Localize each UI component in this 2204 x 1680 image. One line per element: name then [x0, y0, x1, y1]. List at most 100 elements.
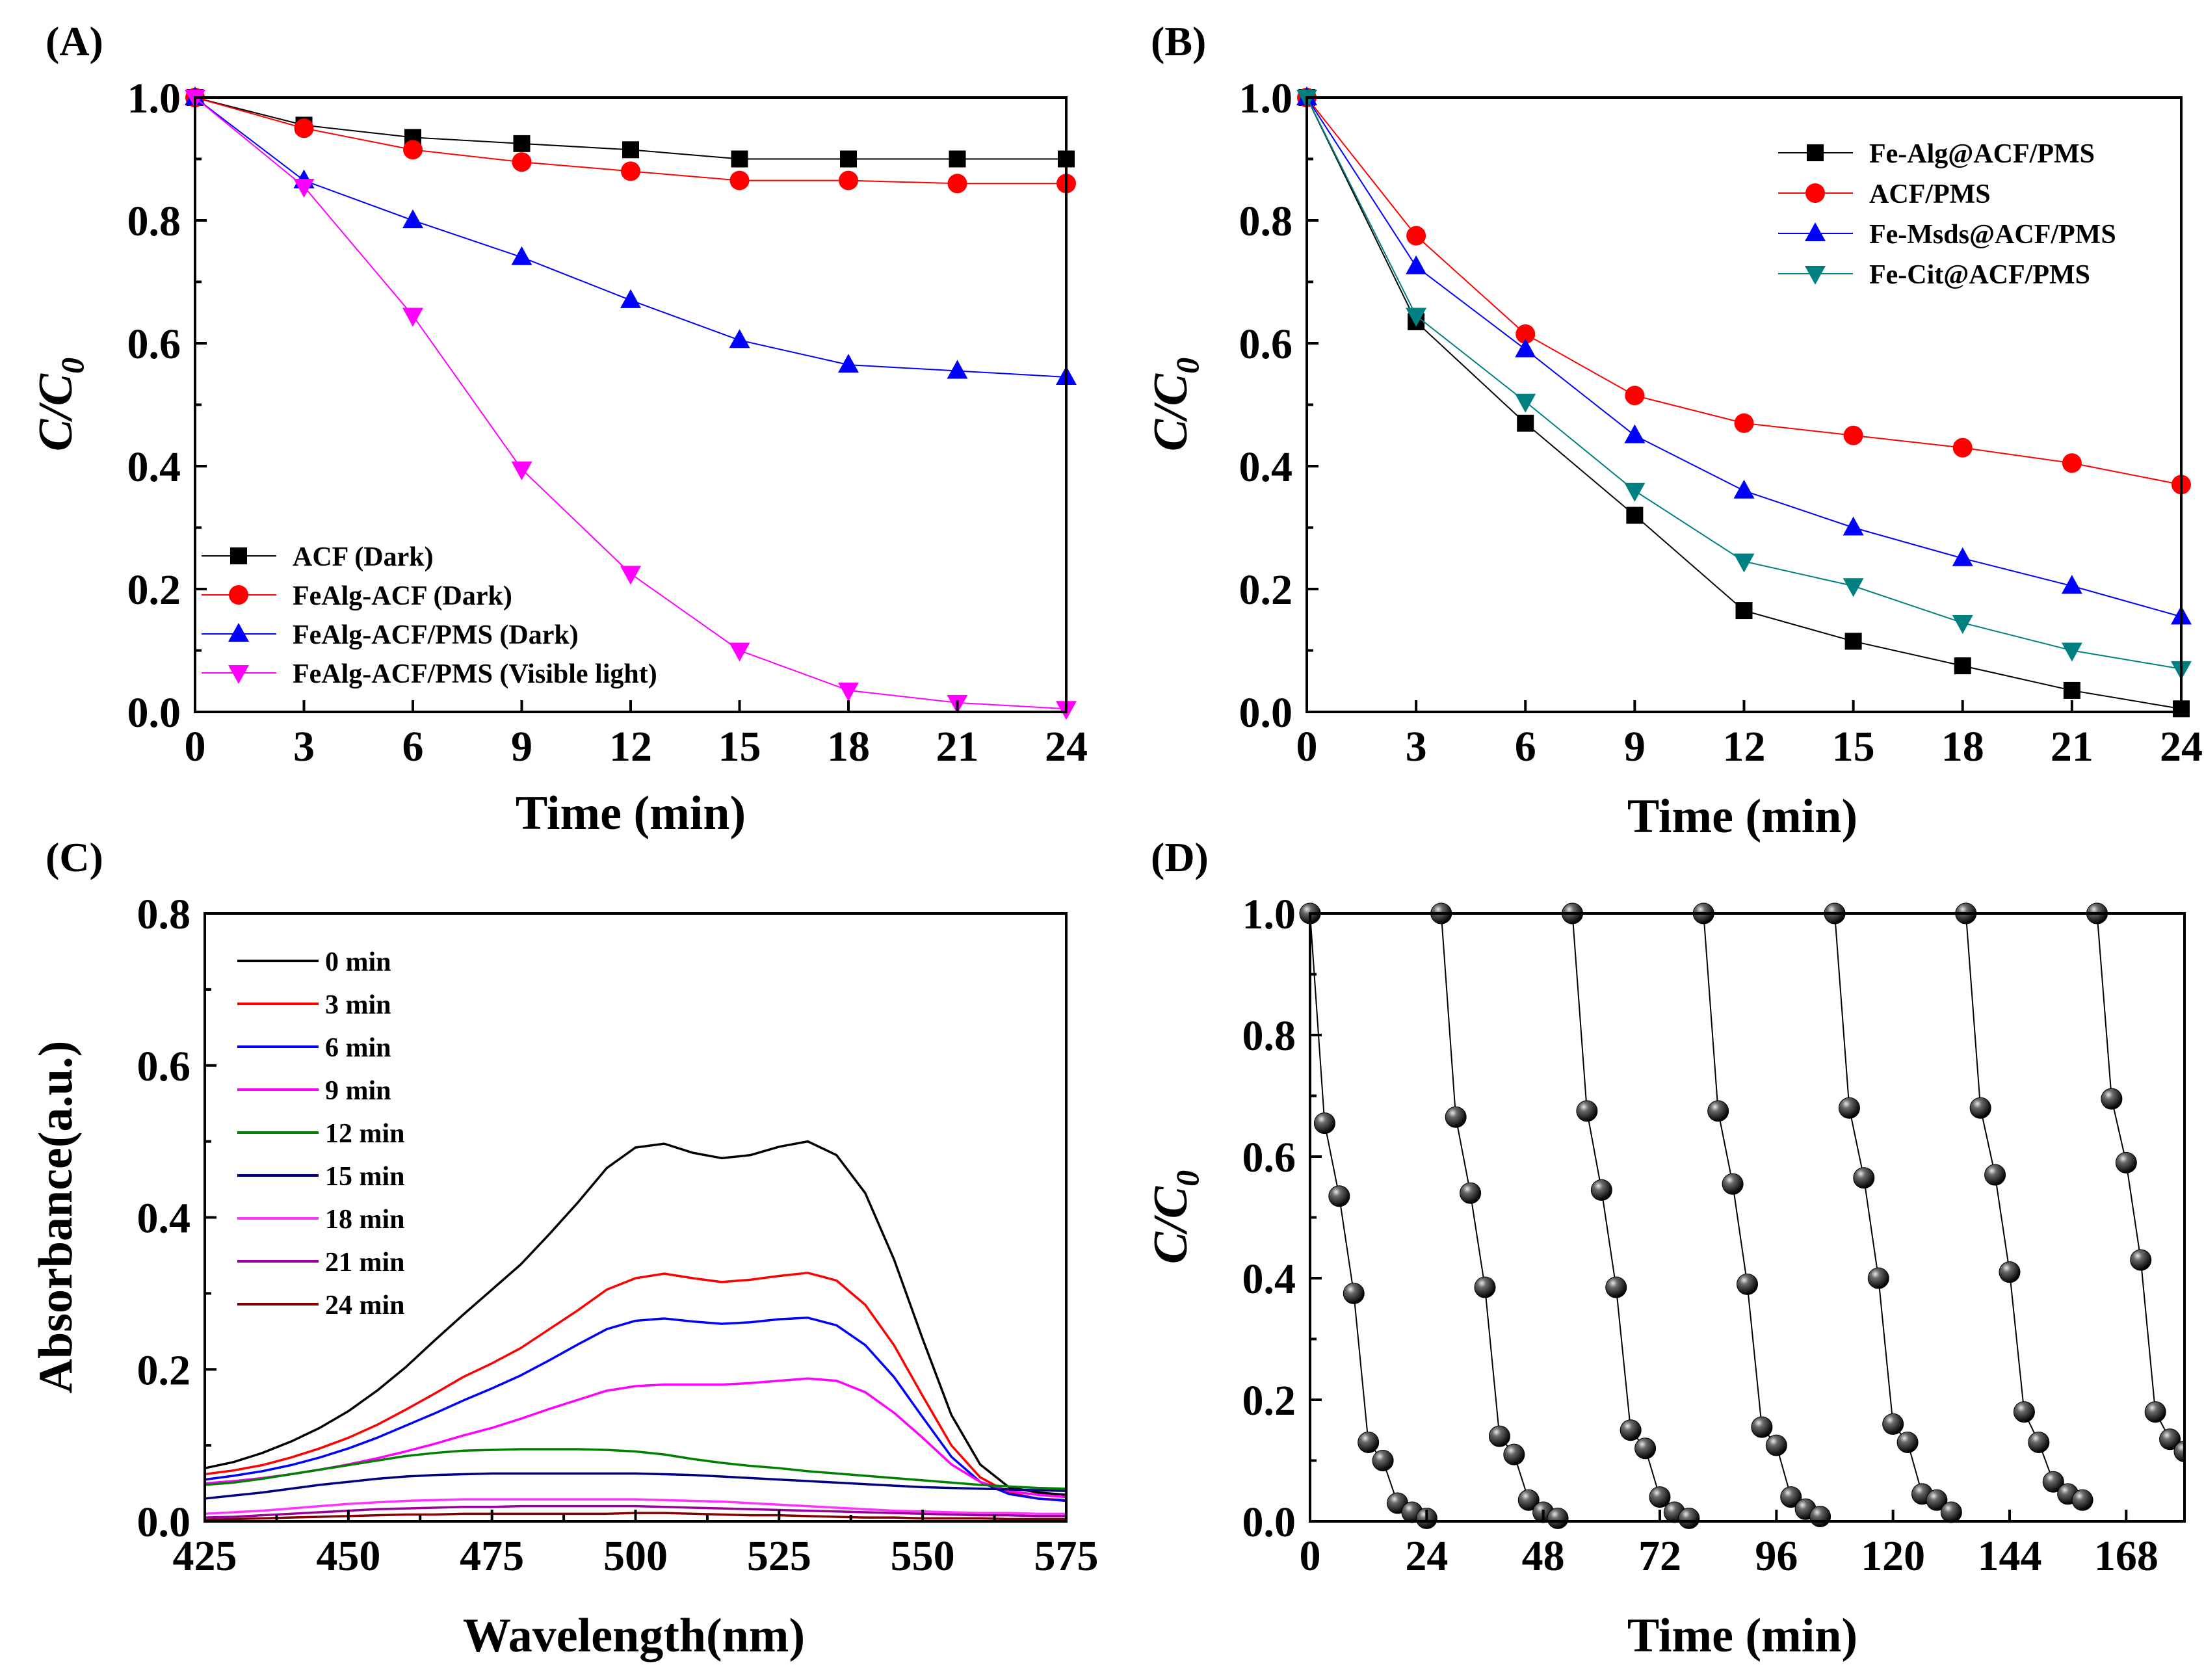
- data-point-b-0: [1954, 657, 1971, 675]
- cycle-point-2: [1474, 1276, 1496, 1298]
- y-axis-title-a-sub: 0: [54, 358, 90, 374]
- cycle-point-5: [1940, 1501, 1962, 1523]
- series-a-0: [187, 89, 1075, 168]
- cycle-point-2: [1547, 1507, 1569, 1529]
- y-axis-title-c: Absorbance(a.u.): [29, 1041, 83, 1394]
- cycle-point-5: [1853, 1167, 1875, 1189]
- x-tick-label-d: 72: [1638, 1532, 1681, 1580]
- y-tick-label-d: 0.0: [1242, 1499, 1296, 1546]
- cycle-point-6: [2013, 1401, 2035, 1423]
- cycle-point-4: [1751, 1416, 1773, 1438]
- data-point-b-3: [1733, 553, 1755, 573]
- cycle-point-4: [1722, 1173, 1744, 1195]
- y-tick-label-a: 0.4: [127, 443, 181, 491]
- data-point-a-3: [838, 682, 859, 702]
- cycle-point-3: [1649, 1486, 1671, 1508]
- cycle-point-6: [1969, 1097, 1991, 1119]
- cycle-point-5: [1896, 1431, 1919, 1453]
- data-point-a-0: [840, 150, 857, 168]
- legend-a: ACF (Dark) FeAlg-ACF (Dark) FeAlg-ACF/PMS …: [202, 542, 657, 689]
- y-tick-label-d: 1.0: [1242, 891, 1296, 938]
- cycle-point-6: [2028, 1431, 2050, 1453]
- legend-marker-a-0: [230, 547, 247, 564]
- x-tick-label-d: 144: [1978, 1532, 2042, 1580]
- data-point-a-2: [620, 289, 641, 308]
- panel-c: (C) 425 450 475 500 525 550 575 0.0 0.2 0.4 0.6 0.8…: [29, 834, 1099, 1662]
- y-axis-title-b: C/C0: [1144, 358, 1205, 451]
- panel-label-c: (C): [46, 834, 103, 880]
- legend-item-a-3: FeAlg-ACF/PMS (Visible light): [202, 659, 657, 689]
- data-point-a-1: [729, 170, 750, 190]
- y-tick-label-a: 0.2: [127, 566, 181, 614]
- y-tick-label-a: 1.0: [127, 75, 181, 122]
- series-b-1: [1297, 88, 2191, 495]
- x-tick-label-a: 3: [293, 723, 315, 770]
- legend-marker-b-3: [1805, 266, 1826, 285]
- data-point-b-3: [1624, 482, 1646, 502]
- cycle-point-6: [1999, 1261, 2021, 1283]
- spectrum-line-c-1: [204, 1272, 1067, 1502]
- panel-d: (D) 0 24 48 72 96 120 144 168 0.0 0.2 0.4 0.6 0.8 1.0…: [1144, 834, 2186, 1662]
- legend-label-a-1: FeAlg-ACF (Dark): [293, 581, 512, 611]
- panel-label-d: (D): [1151, 834, 1209, 880]
- x-tick-label-d: 120: [1861, 1532, 1925, 1580]
- legend-marker-b-2: [1805, 222, 1826, 241]
- series-line-b-3: [1306, 97, 2182, 670]
- x-axis-title-d: Time (min): [1627, 1609, 1857, 1662]
- legend-label-c-4: 12 min: [325, 1119, 405, 1149]
- legend-item-c-5: 15 min: [237, 1162, 405, 1192]
- data-point-b-1: [1515, 324, 1536, 344]
- y-axis-title-d-sub: 0: [1169, 1170, 1205, 1187]
- legend-item-a-2: FeAlg-ACF/PMS (Dark): [202, 620, 579, 650]
- x-tick-label-a: 0: [185, 723, 206, 770]
- data-point-b-3: [1952, 614, 1973, 634]
- legend-label-c-6: 18 min: [325, 1205, 405, 1235]
- panel-label-a: (A): [46, 18, 103, 64]
- data-point-a-2: [511, 246, 532, 265]
- data-point-a-3: [620, 566, 641, 585]
- x-tick-label-a: 15: [718, 723, 761, 770]
- data-point-a-3: [729, 642, 750, 662]
- data-point-b-2: [2061, 575, 2082, 594]
- legend-item-a-0: ACF (Dark): [202, 542, 434, 572]
- legend-label-c-3: 9 min: [325, 1076, 391, 1106]
- x-tick-label-b: 24: [2160, 723, 2203, 770]
- series-a-1: [185, 88, 1076, 194]
- cycle-5: [1824, 902, 1962, 1523]
- legend-marker-a-2: [228, 623, 249, 642]
- y-tick-label-a: 0.0: [127, 689, 181, 737]
- cycle-point-1: [1328, 1185, 1350, 1207]
- legend-label-a-2: FeAlg-ACF/PMS (Dark): [293, 620, 579, 650]
- y-tick-label-b: 0.6: [1239, 321, 1293, 368]
- y-tick-label-b: 0.0: [1239, 689, 1293, 737]
- y-tick-label-c: 0.0: [137, 1499, 191, 1546]
- ticks-layer-a: 0 3 6 9 12 15 18 21 24 0.0 0.2 0.4 0.6 0.8 1.0: [127, 75, 1088, 770]
- cycle-point-7: [2130, 1249, 2152, 1271]
- x-axis-title-c: Wavelength(nm): [463, 1609, 805, 1662]
- x-tick-label-b: 12: [1723, 723, 1766, 770]
- legend-item-b-1: ACF/PMS: [1778, 179, 1991, 209]
- cycle-point-3: [1678, 1507, 1700, 1529]
- cycle-point-7: [2173, 1440, 2184, 1462]
- data-point-a-2: [947, 360, 968, 379]
- cycle-point-1: [1343, 1282, 1365, 1304]
- data-point-a-1: [512, 152, 532, 172]
- series-layer-c: [204, 1140, 1067, 1521]
- legend-item-c-4: 12 min: [237, 1119, 405, 1149]
- cycle-point-5: [1882, 1413, 1904, 1435]
- x-tick-label-a: 24: [1045, 723, 1088, 770]
- data-point-a-1: [947, 174, 967, 194]
- data-point-a-1: [403, 140, 423, 160]
- cycle-4: [1692, 902, 1831, 1528]
- legend-marker-a-3: [228, 665, 249, 684]
- cycle-point-4: [1780, 1486, 1802, 1508]
- data-point-a-3: [511, 461, 532, 480]
- legend-item-c-6: 18 min: [237, 1205, 405, 1235]
- data-point-b-1: [2062, 453, 2082, 473]
- legend-label-b-3: Fe-Cit@ACF/PMS: [1869, 260, 2090, 290]
- y-tick-label-d: 0.8: [1242, 1012, 1296, 1060]
- data-point-a-3: [293, 179, 315, 198]
- data-point-b-1: [1625, 386, 1645, 406]
- data-point-b-3: [1406, 308, 1427, 327]
